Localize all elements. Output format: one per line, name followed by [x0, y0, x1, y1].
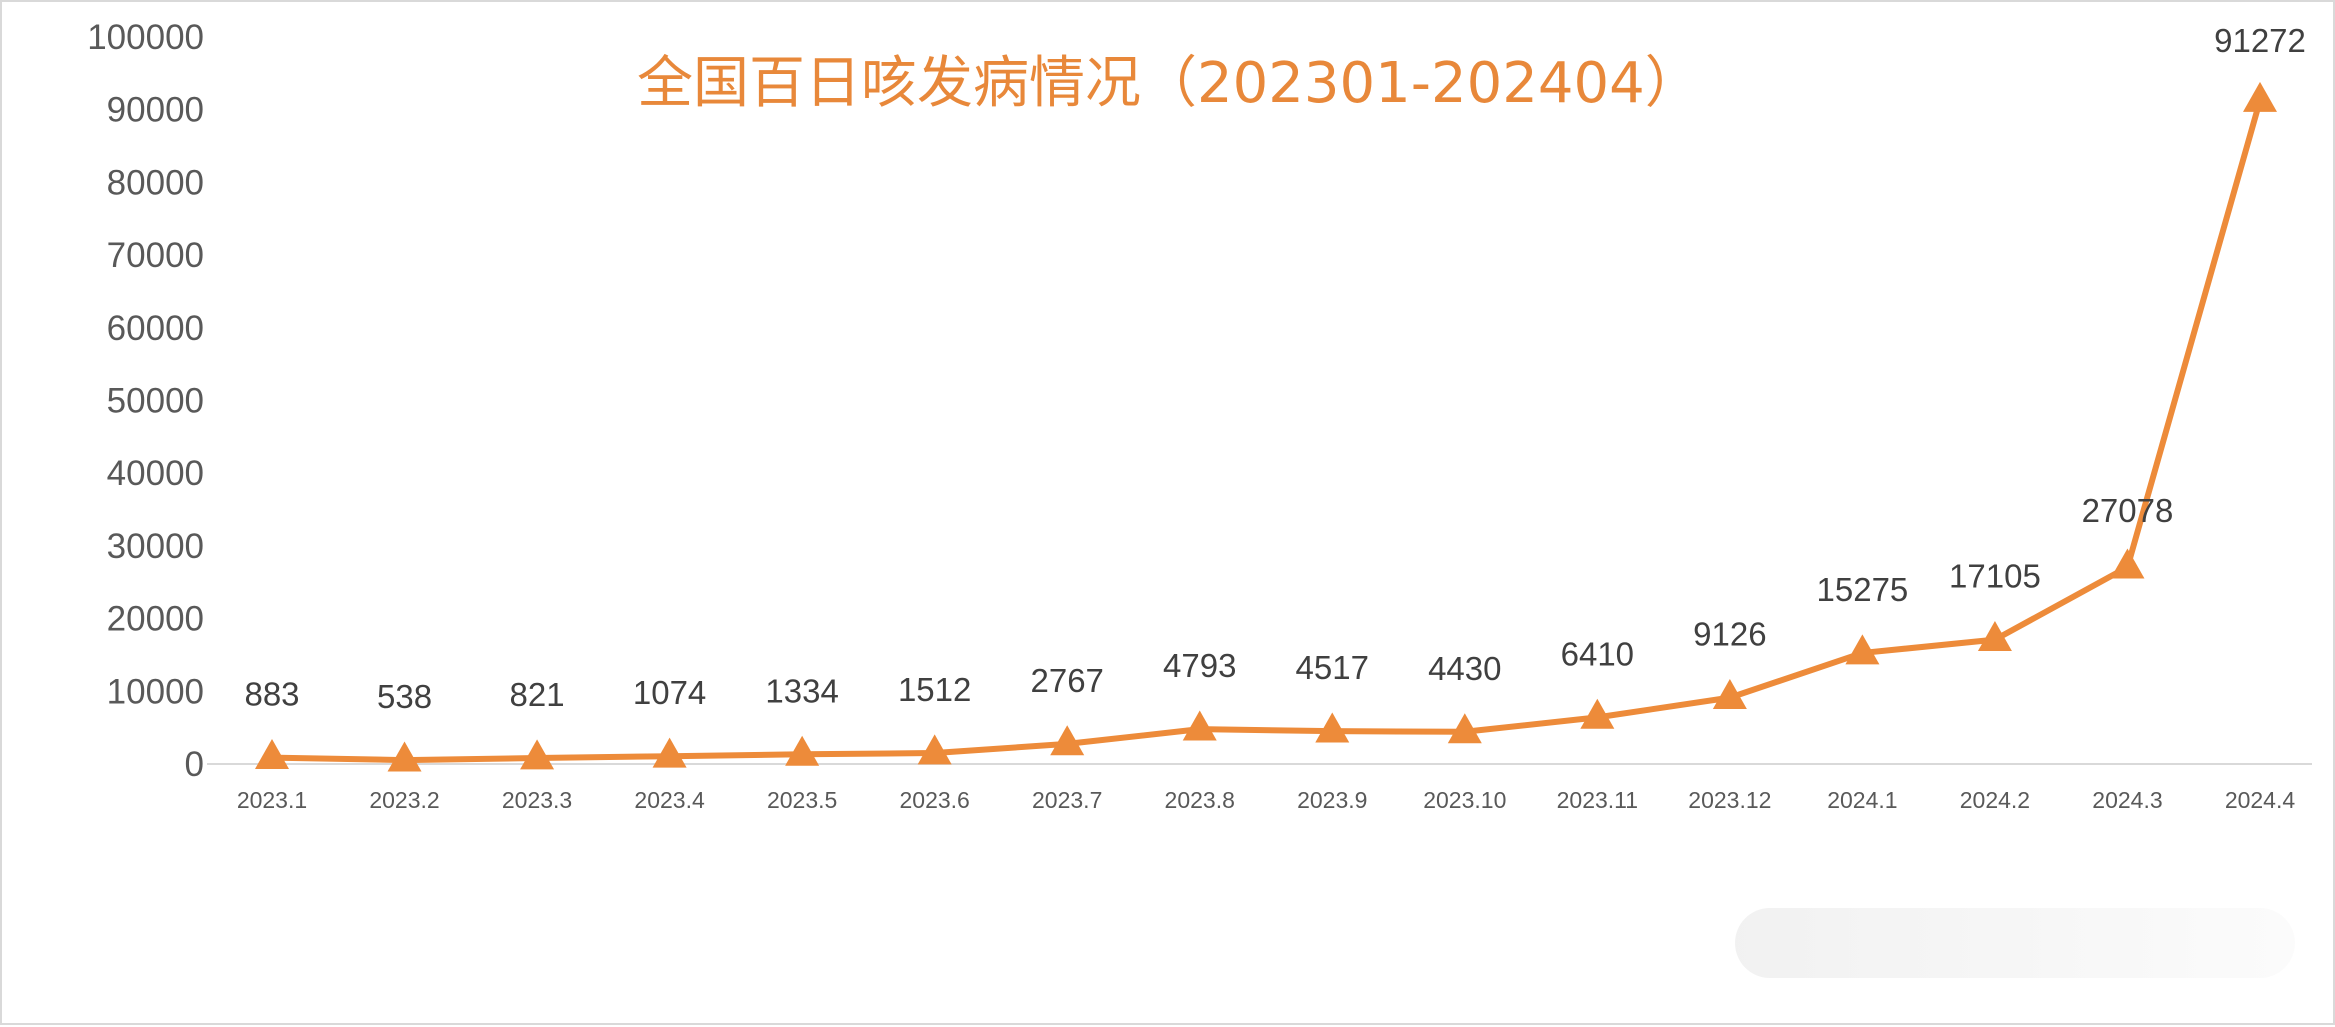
- y-tick-label: 10000: [107, 672, 204, 711]
- data-label: 1074: [633, 674, 706, 711]
- x-tick-label: 2023.11: [1557, 787, 1638, 813]
- y-tick-label: 60000: [107, 309, 204, 348]
- series-line: [269, 97, 2263, 764]
- data-point-marker: [387, 741, 422, 772]
- data-point-marker: [1447, 713, 1482, 744]
- data-point-marker: [917, 734, 952, 765]
- watermark: [1735, 908, 2295, 978]
- data-label: 17105: [1949, 558, 2041, 595]
- x-tick-label: 2023.5: [767, 787, 837, 813]
- y-tick-label: 20000: [107, 600, 204, 639]
- data-point-marker: [1977, 621, 2012, 652]
- y-tick-label: 80000: [107, 163, 204, 202]
- data-label: 91272: [2214, 22, 2306, 59]
- chart-title: 全国百日咳发病情况（202301-202404）: [637, 51, 1701, 116]
- y-tick-label: 100000: [87, 18, 204, 57]
- y-tick-label: 70000: [107, 236, 204, 275]
- y-tick-label: 30000: [107, 527, 204, 566]
- data-label: 9126: [1693, 616, 1766, 653]
- x-tick-label: 2023.12: [1688, 787, 1771, 813]
- data-point-marker: [785, 735, 820, 766]
- x-tick-label: 2023.10: [1423, 787, 1506, 813]
- data-label: 883: [244, 676, 299, 713]
- x-tick-label: 2023.7: [1032, 787, 1102, 813]
- data-label: 821: [510, 676, 565, 713]
- data-point-marker: [1712, 679, 1747, 710]
- y-axis: 0 10000 20000 30000 40000 50000 60000 70000 8000…: [87, 18, 204, 784]
- x-tick-label: 2023.2: [369, 787, 439, 813]
- data-label: 2767: [1030, 662, 1103, 699]
- data-label: 4517: [1296, 649, 1369, 686]
- data-point-marker: [1580, 698, 1615, 729]
- x-tick-label: 2023.1: [237, 787, 307, 813]
- data-label: 1512: [898, 671, 971, 708]
- y-tick-label: 90000: [107, 91, 204, 130]
- data-point-marker: [1050, 725, 1085, 756]
- x-tick-label: 2023.3: [502, 787, 572, 813]
- data-label: 538: [377, 678, 432, 715]
- data-point-marker: [1182, 710, 1217, 741]
- x-tick-label: 2023.9: [1297, 787, 1367, 813]
- data-point-marker: [520, 739, 555, 770]
- data-labels: 883 538 821 1074 1334 1512 2767 4793 4517 4430 641…: [244, 22, 2305, 715]
- x-tick-label: 2024.2: [1960, 787, 2030, 813]
- x-axis: 2023.1 2023.2 2023.3 2023.4 2023.5 2023.6 2023…: [207, 763, 2312, 813]
- x-tick-label: 2023.6: [899, 787, 969, 813]
- data-label: 4430: [1428, 650, 1501, 687]
- data-label: 4793: [1163, 647, 1236, 684]
- data-point-marker: [255, 738, 289, 769]
- data-label: 6410: [1561, 635, 1634, 672]
- data-label: 1334: [765, 672, 838, 709]
- x-tick-label: 2024.4: [2225, 787, 2296, 813]
- y-tick-label: 0: [185, 745, 204, 784]
- y-tick-label: 50000: [107, 382, 204, 421]
- data-point-marker: [652, 737, 687, 768]
- data-point-marker: [1845, 634, 1880, 665]
- data-point-marker: [1315, 712, 1350, 743]
- data-point-marker: [2110, 548, 2145, 579]
- x-tick-label: 2023.4: [634, 787, 705, 813]
- series-layer: [255, 81, 2277, 772]
- x-tick-label: 2024.3: [2092, 787, 2162, 813]
- x-tick-label: 2024.1: [1827, 787, 1897, 813]
- data-label: 27078: [2082, 492, 2174, 529]
- data-point-marker: [2243, 81, 2277, 112]
- y-tick-label: 40000: [107, 454, 204, 493]
- x-tick-label: 2023.8: [1165, 787, 1235, 813]
- data-label: 15275: [1817, 571, 1909, 608]
